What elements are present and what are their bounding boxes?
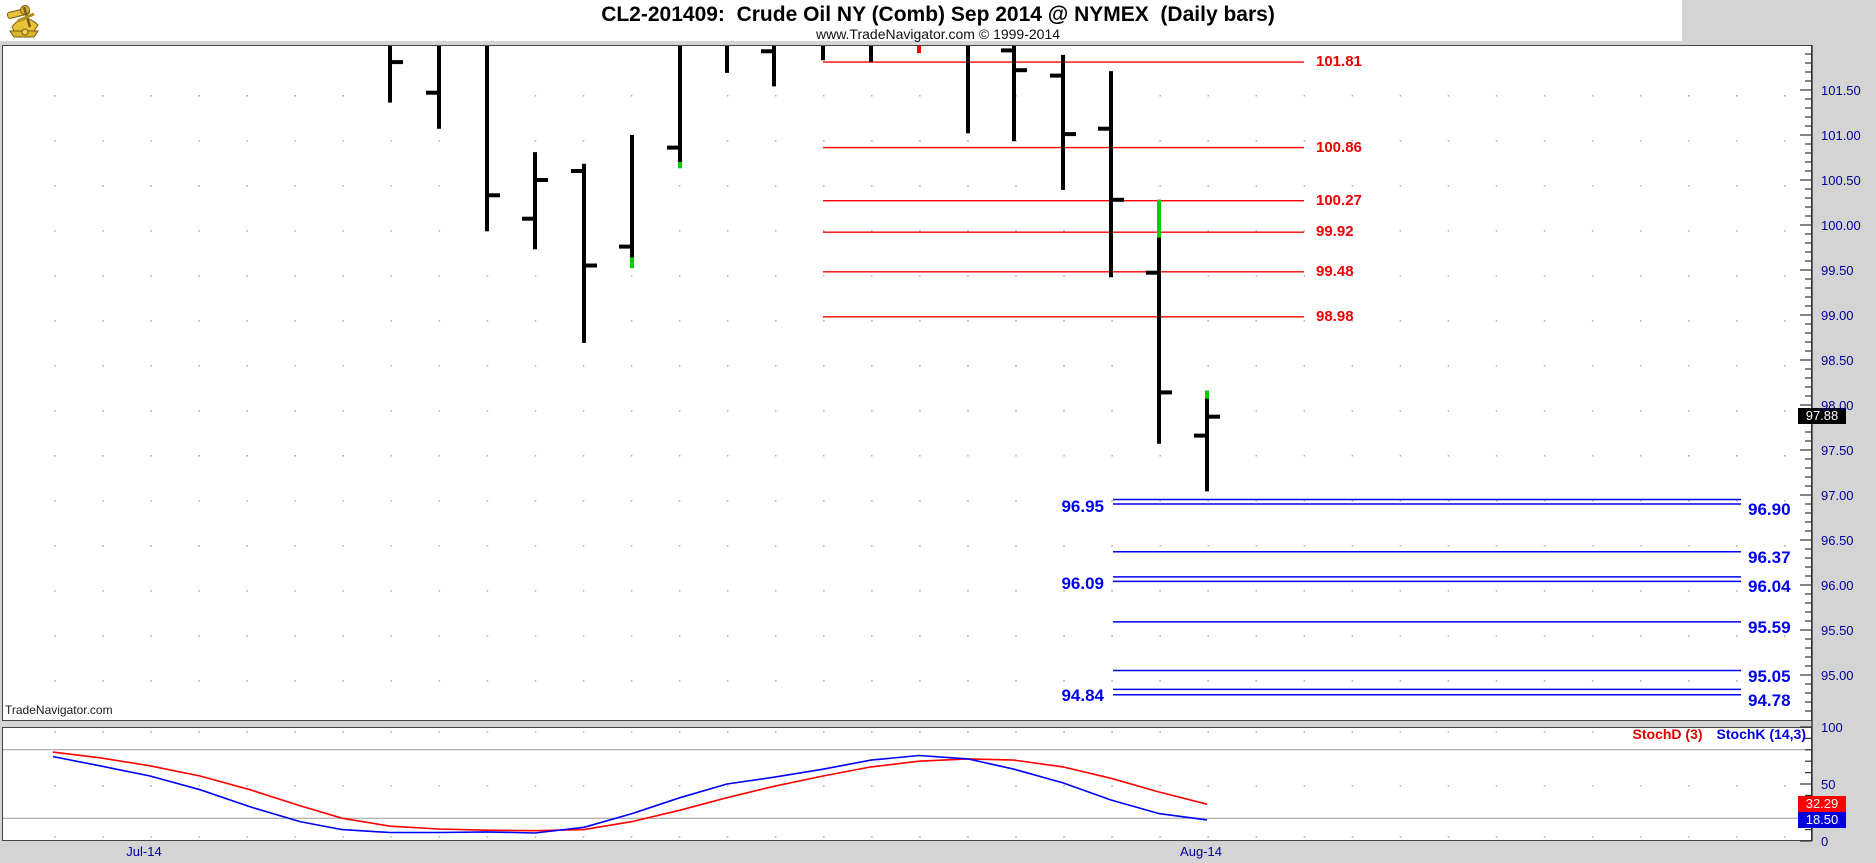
support-level-label-right: 96.37 <box>1748 547 1791 567</box>
support-level-label-right: 95.59 <box>1748 617 1791 637</box>
price-axis-tick-label: 101.00 <box>1821 128 1861 143</box>
support-level-label-left: 94.84 <box>1061 686 1104 706</box>
header-background <box>0 0 1682 41</box>
stoch-axis-tick-label: 50 <box>1821 777 1836 792</box>
price-axis-tick-label: 96.00 <box>1821 578 1854 593</box>
price-axis-tick-label: 95.50 <box>1821 623 1854 638</box>
support-level-label-right: 95.05 <box>1748 666 1791 686</box>
resistance-level-label: 101.81 <box>1316 53 1362 71</box>
support-level-label-right: 94.78 <box>1748 690 1791 710</box>
time-axis-label: Aug-14 <box>1180 844 1222 859</box>
resistance-level-label: 98.98 <box>1316 307 1354 325</box>
resistance-level-label: 100.27 <box>1316 191 1362 209</box>
stochk-legend-label[interactable]: StochK (14,3) <box>1716 726 1806 742</box>
price-axis-tick-label: 97.00 <box>1821 488 1854 503</box>
support-level-label-left: 96.95 <box>1061 496 1104 516</box>
price-axis-tick-label: 95.00 <box>1821 668 1854 683</box>
support-level-label-left: 96.09 <box>1061 573 1104 593</box>
resistance-level-label: 100.86 <box>1316 138 1362 156</box>
price-pane[interactable] <box>2 45 1812 721</box>
chart-subtitle: www.TradeNavigator.com © 1999-2014 <box>815 26 1061 42</box>
stochastic-pane[interactable] <box>2 727 1812 841</box>
stochd-value-badge: 32.29 <box>1798 796 1846 813</box>
resistance-level-label: 99.48 <box>1316 262 1354 280</box>
stochd-legend-label[interactable]: StochD (3) <box>1632 726 1703 742</box>
stoch-axis-tick-label: 0 <box>1821 834 1829 849</box>
chart-title: CL2-201409: Crude Oil NY (Comb) Sep 2014… <box>601 3 1275 26</box>
price-axis-tick-label: 100.50 <box>1821 173 1861 188</box>
stochastic-legend: StochD (3) StochK (14,3) <box>0 726 1806 742</box>
current-price-badge: 97.88 <box>1798 407 1846 424</box>
trade-navigator-logo-icon[interactable] <box>4 1 46 46</box>
support-level-label-right: 96.90 <box>1748 500 1791 519</box>
resistance-level-label: 99.92 <box>1316 223 1354 241</box>
time-axis-label: Jul-14 <box>126 844 162 859</box>
price-axis-tick-label: 100.00 <box>1821 218 1861 233</box>
price-axis-tick-label: 99.00 <box>1821 308 1854 323</box>
price-axis-tick-label: 101.50 <box>1821 83 1861 98</box>
price-axis-tick-label: 98.00 <box>1821 398 1854 413</box>
price-axis-tick-label: 97.50 <box>1821 443 1854 458</box>
price-axis-tick-label: 96.50 <box>1821 533 1854 548</box>
support-level-label-right: 96.04 <box>1748 577 1791 597</box>
watermark: TradeNavigator.com <box>5 703 113 717</box>
price-axis-tick-label: 98.50 <box>1821 353 1854 368</box>
stochk-value-badge: 18.50 <box>1798 811 1846 828</box>
price-axis-tick-label: 99.50 <box>1821 263 1854 278</box>
stoch-axis-tick-label: 100 <box>1821 720 1843 735</box>
